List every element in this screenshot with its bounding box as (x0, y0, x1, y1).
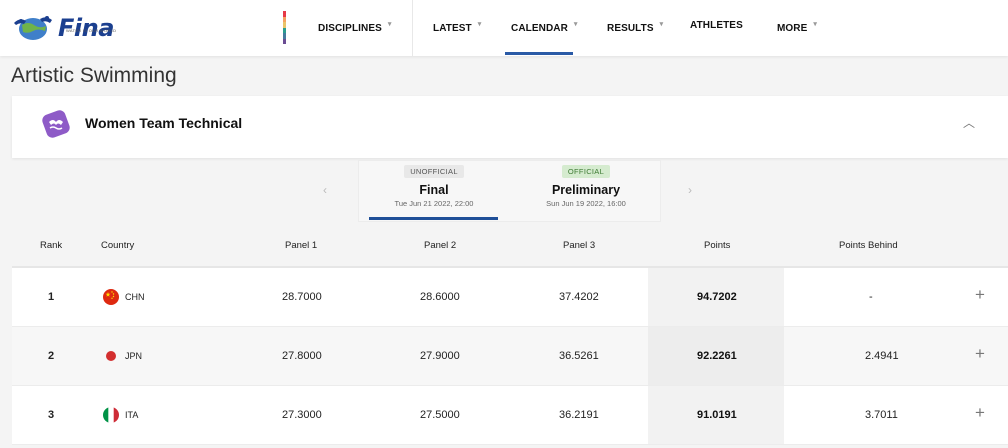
points-behind-cell: 3.7011 (865, 409, 898, 421)
country-code: JPN (125, 351, 143, 361)
panel-1-cell: 27.8000 (282, 350, 322, 362)
fina-logo[interactable]: Fina (12, 10, 114, 46)
table-row[interactable]: 1 CHN 28.7000 28.6000 37.4202 94.7202 - … (12, 268, 1008, 327)
panel-2-cell: 28.6000 (420, 291, 460, 303)
rank-cell: 1 (48, 291, 55, 303)
chevron-down-icon: ▾ (477, 21, 482, 28)
phase-date: Tue Jun 21 2022, 22:00 (394, 199, 474, 208)
phase-name: Final (419, 183, 449, 197)
header-panel-1: Panel 1 (285, 240, 318, 251)
panel-2-cell: 27.9000 (420, 350, 460, 362)
table-row[interactable]: 2 JPN 27.8000 27.9000 36.5261 92.2261 2.… (12, 327, 1008, 386)
points-cell: 92.2261 (697, 350, 737, 362)
page-title: Artistic Swimming (11, 64, 177, 87)
header-panel-3: Panel 3 (563, 240, 596, 251)
nav-item-more[interactable]: MORE ▾ (777, 0, 817, 56)
brand-color-bar (283, 11, 286, 44)
globe-swimmer-icon (14, 16, 52, 40)
nav-item-results[interactable]: RESULTS ▾ (607, 0, 663, 56)
country-code: ITA (125, 410, 139, 420)
table-row[interactable]: 3 ITA 27.3000 27.5000 36.2191 91.0191 3.… (12, 386, 1008, 445)
expand-row-icon[interactable]: + (975, 344, 985, 363)
header-points: Points (704, 240, 731, 251)
header-rank: Rank (40, 240, 63, 251)
points-cell: 94.7202 (697, 291, 737, 303)
expand-row-icon[interactable]: + (975, 285, 985, 304)
japan-flag-icon (103, 348, 119, 364)
panel-3-cell: 36.2191 (559, 409, 599, 421)
phase-name: Preliminary (551, 183, 621, 197)
table-header: Rank Country Panel 1 Panel 2 Panel 3 Poi… (12, 228, 1008, 268)
panel-3-cell: 36.5261 (559, 350, 599, 362)
expand-row-icon[interactable]: + (975, 403, 985, 422)
status-badge: OFFICIAL (561, 165, 611, 178)
logo-tagline: WATER IS OUR WORLD (66, 28, 117, 33)
chevron-down-icon: ▾ (387, 21, 392, 28)
country-code: CHN (125, 292, 145, 302)
chevron-down-icon: ▾ (659, 21, 664, 28)
nav-label: RESULTS (607, 22, 654, 34)
results-table: Rank Country Panel 1 Panel 2 Panel 3 Poi… (12, 228, 1008, 445)
status-badge: UNOFFICIAL (404, 165, 464, 178)
header-panel-2: Panel 2 (424, 240, 457, 251)
artistic-swimming-icon (42, 110, 70, 138)
nav-item-athletes[interactable]: ATHLETES (690, 0, 743, 53)
phase-tab-final[interactable]: UNOFFICIAL Final Tue Jun 21 2022, 22:00 (359, 161, 509, 223)
nav-label: MORE (777, 22, 808, 34)
panel-3-cell: 37.4202 (559, 291, 599, 303)
points-behind-cell: - (869, 291, 873, 303)
nav-label: ATHLETES (690, 19, 743, 31)
active-phase-indicator (369, 217, 498, 220)
top-navigation-bar: Fina WATER IS OUR WORLD DISCIPLINES ▾ LA… (0, 0, 1008, 56)
phase-tab-preliminary[interactable]: OFFICIAL Preliminary Sun Jun 19 2022, 16… (511, 161, 661, 223)
header-points-behind: Points Behind (839, 240, 898, 251)
china-flag-icon (103, 289, 119, 305)
nav-label: DISCIPLINES (318, 22, 382, 34)
nav-item-calendar[interactable]: CALENDAR ▾ (511, 0, 578, 56)
nav-label: LATEST (433, 22, 472, 34)
points-cell: 91.0191 (697, 409, 737, 421)
event-header-card[interactable]: Women Team Technical ︿ (12, 96, 1008, 158)
chevron-up-icon[interactable]: ︿ (963, 116, 976, 130)
rank-cell: 2 (48, 350, 55, 362)
nav-label: CALENDAR (511, 22, 568, 34)
panel-1-cell: 27.3000 (282, 409, 322, 421)
phase-selector: UNOFFICIAL Final Tue Jun 21 2022, 22:00 … (358, 160, 661, 222)
event-title: Women Team Technical (85, 115, 243, 131)
logo-wordmark: Fina (58, 14, 114, 42)
chevron-down-icon: ▾ (813, 21, 818, 28)
panel-2-cell: 27.5000 (420, 409, 460, 421)
panel-1-cell: 28.7000 (282, 291, 322, 303)
nav-divider (412, 0, 413, 56)
chevron-down-icon: ▾ (573, 21, 578, 28)
header-country: Country (101, 240, 135, 251)
nav-item-latest[interactable]: LATEST ▾ (433, 0, 481, 56)
next-phase-arrow-icon[interactable]: › (688, 183, 692, 197)
active-nav-indicator (505, 52, 573, 55)
nav-item-disciplines[interactable]: DISCIPLINES ▾ (318, 0, 392, 56)
prev-phase-arrow-icon[interactable]: ‹ (323, 183, 327, 197)
points-behind-cell: 2.4941 (865, 350, 899, 362)
rank-cell: 3 (48, 409, 55, 421)
phase-date: Sun Jun 19 2022, 16:00 (546, 199, 626, 208)
italy-flag-icon (103, 407, 119, 423)
